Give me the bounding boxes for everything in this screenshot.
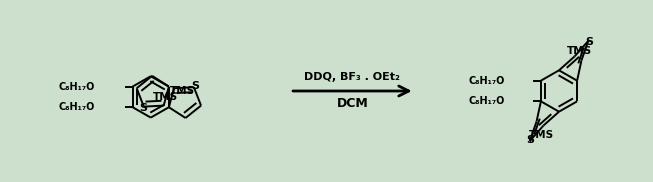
Text: DDQ, BF₃ . OEt₂: DDQ, BF₃ . OEt₂ [304,72,400,82]
Text: S: S [139,103,147,113]
Text: C₈H₁₇O: C₈H₁₇O [58,102,95,112]
Text: TMS: TMS [153,92,178,102]
Text: DCM: DCM [336,97,368,110]
Text: S: S [527,135,535,145]
Text: C₈H₁₇O: C₈H₁₇O [469,76,505,86]
Text: TMS: TMS [529,130,554,140]
Text: C₈H₁₇O: C₈H₁₇O [469,96,505,106]
Text: C₈H₁₇O: C₈H₁₇O [58,82,95,92]
Text: S: S [585,37,594,47]
Text: TMS: TMS [169,86,195,96]
Text: TMS: TMS [567,46,592,56]
Text: S: S [191,81,199,91]
